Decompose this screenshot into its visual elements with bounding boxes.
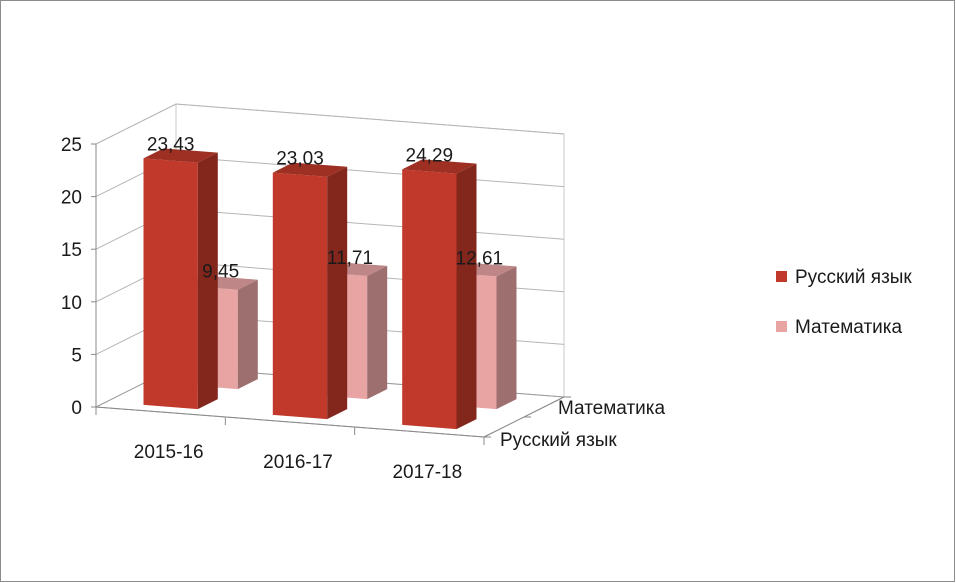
bar-top-face xyxy=(143,148,218,163)
legend-item: Русский язык xyxy=(776,267,912,288)
series-bars-front xyxy=(143,148,477,430)
bar-front-face xyxy=(402,169,457,430)
bar-top-face xyxy=(272,162,348,177)
legend-swatch xyxy=(776,271,787,282)
data-label: 12,61 xyxy=(456,248,504,269)
bar-top-face xyxy=(402,159,477,174)
y-tick-label: 5 xyxy=(71,345,82,366)
legend-label: Математика xyxy=(795,317,903,338)
bar-side-face xyxy=(496,266,517,410)
legend: Русский язык Математика xyxy=(776,267,912,338)
bar xyxy=(143,148,218,410)
bar-side-face xyxy=(197,152,218,410)
data-label: 11,71 xyxy=(327,248,373,269)
bar-side-face xyxy=(327,166,348,420)
y-tick-label: 20 xyxy=(61,188,82,209)
bar-side-face xyxy=(367,265,388,400)
data-label: 9,45 xyxy=(202,262,239,283)
bar-side-face xyxy=(456,163,477,430)
x-tick-label: 2015-16 xyxy=(134,442,204,463)
legend-swatch xyxy=(776,321,787,332)
x-tick-label: 2016-17 xyxy=(263,452,333,473)
y-tick-label: 15 xyxy=(61,240,82,261)
y-tick-label: 0 xyxy=(71,398,82,419)
x-tick-label: 2017-18 xyxy=(392,462,462,483)
legend-item: Математика xyxy=(776,317,903,338)
data-label: 23,03 xyxy=(276,149,324,170)
category-axis xyxy=(95,406,485,438)
gridline xyxy=(95,103,565,145)
bar xyxy=(402,159,477,430)
depth-tick-label: Русский язык xyxy=(500,430,617,451)
y-tick-label: 10 xyxy=(61,293,82,314)
bar xyxy=(272,162,348,420)
data-labels: 9,45 11,71 12,61 23,43 23,03 24,29 xyxy=(147,135,503,283)
data-label: 24,29 xyxy=(406,145,454,166)
bar-front-face xyxy=(272,172,328,420)
legend-label: Русский язык xyxy=(795,267,912,288)
data-label: 23,43 xyxy=(147,135,195,156)
bar-front-face xyxy=(143,158,198,410)
depth-tick-label: Математика xyxy=(558,398,666,419)
y-tick-label: 25 xyxy=(61,135,82,156)
axes xyxy=(91,143,571,445)
bar-side-face xyxy=(237,279,258,390)
tick-labels: 0 5 10 15 20 25 2015-16 2016-17 2017-18 Математик… xyxy=(61,135,666,483)
